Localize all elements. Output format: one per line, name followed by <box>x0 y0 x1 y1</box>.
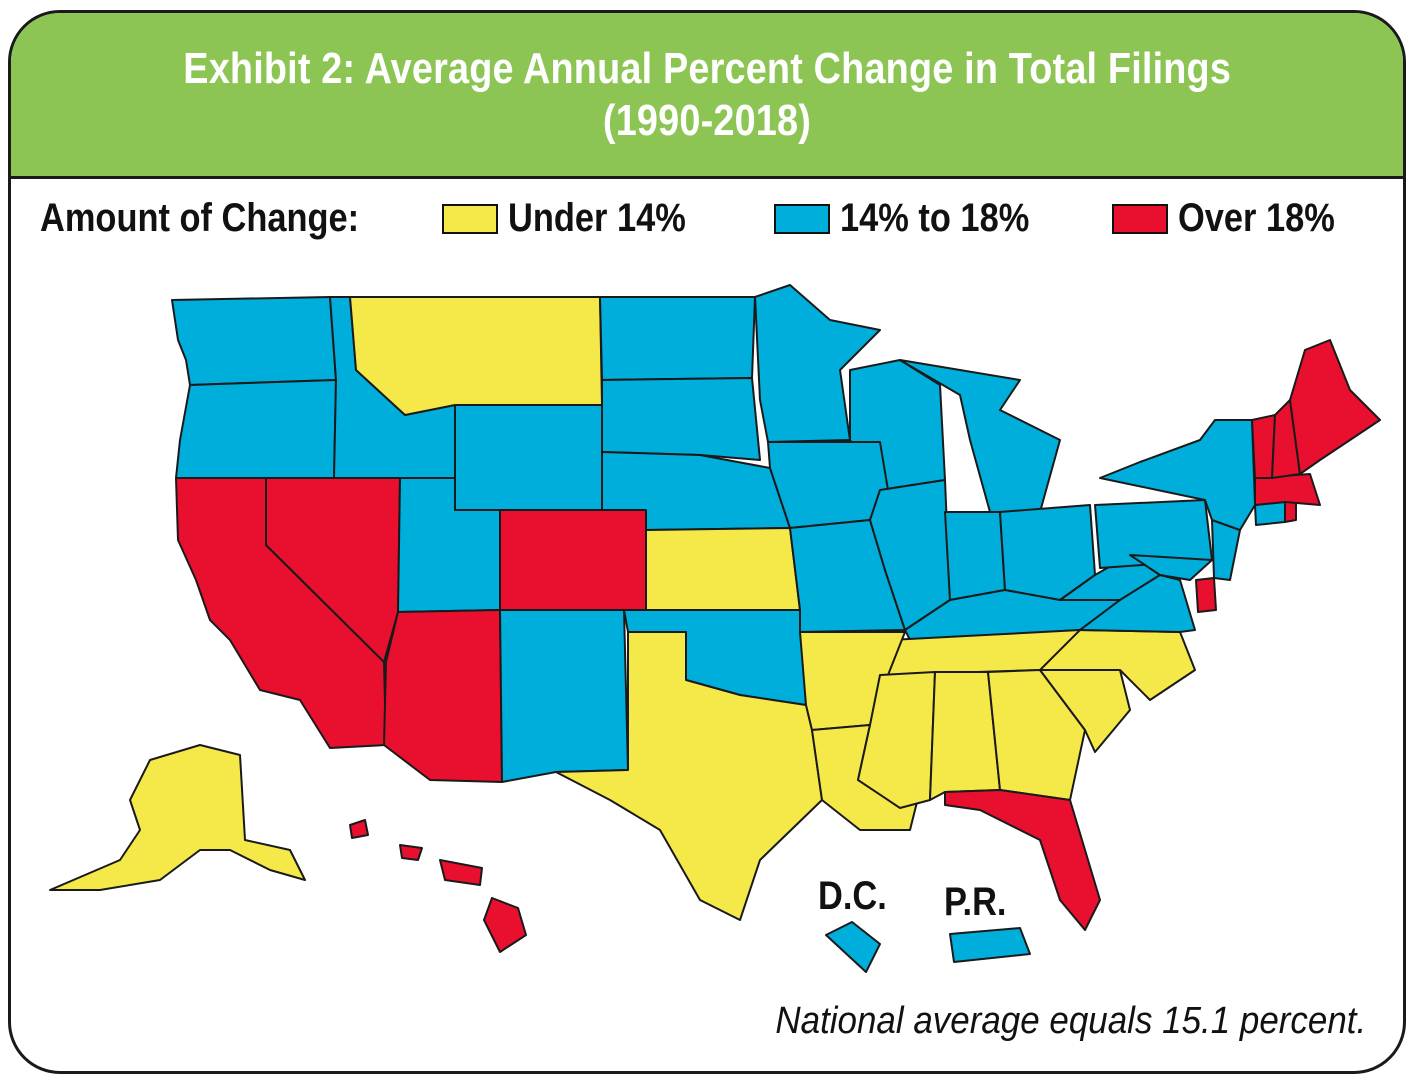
legend-swatch-under-14 <box>442 204 498 234</box>
state-montana <box>349 296 603 416</box>
state-florida <box>944 789 1101 931</box>
state-rhode-island <box>1284 501 1297 523</box>
title-banner: Exhibit 2: Average Annual Percent Change… <box>11 13 1403 179</box>
legend-label-under-14: Under 14% <box>508 196 686 240</box>
national-average-note: National average equals 15.1 percent. <box>775 1000 1366 1042</box>
state-delaware <box>1195 577 1217 613</box>
state-north-dakota <box>599 296 756 381</box>
state-georgia <box>987 669 1086 801</box>
pr-label: P.R. <box>944 880 1007 924</box>
state-hawaii-oahu <box>399 844 423 861</box>
state-south-dakota <box>601 377 761 461</box>
state-wyoming <box>454 404 603 511</box>
title-line-1: Exhibit 2: Average Annual Percent Change… <box>183 43 1231 93</box>
state-minnesota <box>754 284 881 443</box>
state-hawaii-big-island <box>483 897 527 953</box>
state-oregon <box>175 379 337 479</box>
state-colorado <box>499 509 647 611</box>
dc-label: D.C. <box>818 874 887 918</box>
puerto-rico-inset <box>949 927 1031 963</box>
legend-heading: Amount of Change: <box>40 196 360 240</box>
state-alaska <box>49 744 306 891</box>
legend-swatch-14-to-18 <box>774 204 830 234</box>
state-kansas <box>645 527 801 611</box>
state-washington <box>171 296 337 386</box>
state-texas <box>555 631 823 921</box>
legend-label-over-18: Over 18% <box>1178 196 1335 240</box>
state-massachusetts <box>1254 473 1321 506</box>
state-iowa <box>767 441 889 529</box>
state-hawaii-kauai <box>349 819 369 839</box>
state-hawaii-maui <box>439 859 483 886</box>
district-of-columbia-inset <box>825 921 881 973</box>
legend-label-14-to-18: 14% to 18% <box>840 196 1030 240</box>
state-maryland <box>1129 554 1213 581</box>
state-arizona <box>383 609 503 783</box>
legend: Amount of Change: Under 14% 14% to 18% O… <box>40 196 1370 240</box>
state-indiana <box>944 511 1006 601</box>
legend-swatch-over-18 <box>1112 204 1168 234</box>
state-virginia <box>1079 574 1196 633</box>
title-line-2: (1990-2018) <box>602 95 812 145</box>
state-new-mexico <box>499 609 629 783</box>
state-maine <box>1289 339 1381 475</box>
